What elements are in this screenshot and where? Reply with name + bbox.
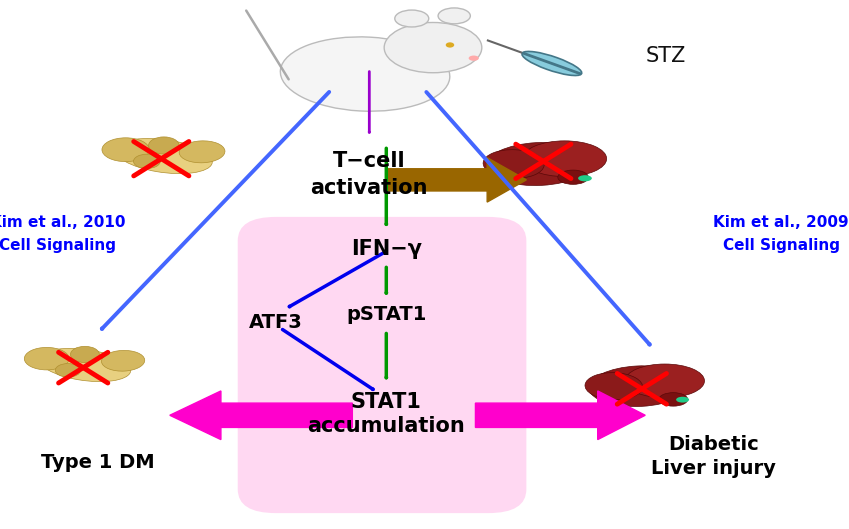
Ellipse shape (522, 51, 582, 76)
Ellipse shape (384, 22, 482, 72)
Text: activation: activation (311, 178, 428, 198)
Ellipse shape (438, 8, 470, 24)
Text: Cell Signaling: Cell Signaling (722, 239, 840, 253)
Text: Type 1 DM: Type 1 DM (41, 453, 155, 472)
Ellipse shape (39, 349, 131, 381)
Ellipse shape (55, 363, 81, 377)
Ellipse shape (578, 175, 592, 181)
Ellipse shape (523, 141, 606, 177)
Ellipse shape (483, 150, 544, 178)
Ellipse shape (25, 348, 69, 370)
Ellipse shape (558, 170, 588, 185)
Ellipse shape (149, 137, 179, 154)
Ellipse shape (70, 346, 99, 362)
Ellipse shape (589, 366, 689, 406)
Text: ATF3: ATF3 (249, 313, 303, 332)
Ellipse shape (280, 37, 450, 111)
Text: pSTAT1: pSTAT1 (346, 305, 426, 324)
Ellipse shape (585, 372, 643, 400)
Ellipse shape (659, 393, 688, 406)
Text: STZ: STZ (645, 45, 686, 66)
FancyArrow shape (386, 158, 526, 202)
Ellipse shape (446, 42, 454, 48)
Text: Liver injury: Liver injury (650, 459, 776, 478)
FancyArrow shape (170, 391, 352, 440)
Text: accumulation: accumulation (307, 416, 465, 436)
Ellipse shape (133, 154, 160, 168)
Text: Cell Signaling: Cell Signaling (0, 239, 116, 253)
Text: Kim et al., 2009: Kim et al., 2009 (713, 215, 849, 230)
Text: IFN−γ: IFN−γ (351, 239, 422, 259)
Ellipse shape (115, 139, 212, 174)
Ellipse shape (395, 10, 429, 27)
Ellipse shape (469, 56, 479, 61)
Text: T−cell: T−cell (333, 151, 406, 171)
Ellipse shape (676, 397, 689, 403)
Ellipse shape (102, 138, 149, 161)
Text: Kim et al., 2010: Kim et al., 2010 (0, 215, 126, 230)
Ellipse shape (625, 364, 705, 398)
Ellipse shape (179, 141, 225, 163)
FancyArrow shape (475, 391, 645, 440)
Text: STAT1: STAT1 (351, 392, 422, 412)
Text: Diabetic: Diabetic (668, 435, 758, 454)
Ellipse shape (102, 350, 144, 371)
Ellipse shape (486, 142, 593, 186)
FancyBboxPatch shape (238, 217, 526, 513)
